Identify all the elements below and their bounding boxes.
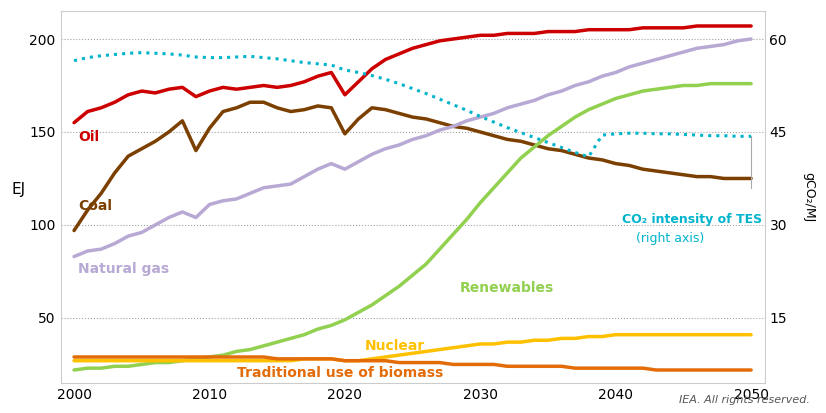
Text: Coal: Coal (78, 199, 112, 213)
Text: IEA. All rights reserved.: IEA. All rights reserved. (679, 395, 809, 405)
Y-axis label: EJ: EJ (11, 182, 26, 197)
Text: Nuclear: Nuclear (365, 339, 425, 353)
Text: Traditional use of biomass: Traditional use of biomass (236, 366, 443, 380)
Text: Oil: Oil (78, 130, 99, 144)
Text: Natural gas: Natural gas (78, 262, 169, 276)
Text: CO₂ intensity of TES: CO₂ intensity of TES (623, 213, 762, 226)
Text: (right axis): (right axis) (636, 232, 705, 244)
Text: Renewables: Renewables (460, 281, 554, 295)
Y-axis label: gCO₂/MJ: gCO₂/MJ (802, 172, 815, 222)
